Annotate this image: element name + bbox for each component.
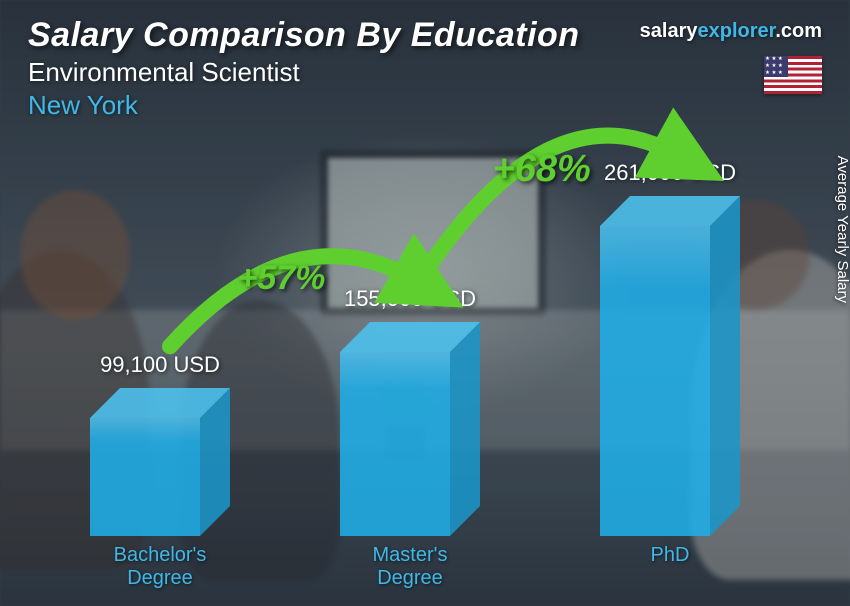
header: Salary Comparison By Education Environme… [28,16,580,121]
bar-value-label: 261,000 USD [570,160,770,186]
bar-category-label: PhD [570,544,770,567]
increase-percent-label: +57% [238,259,326,298]
y-axis-label: Average Yearly Salary [834,156,850,303]
job-title: Environmental Scientist [28,57,580,88]
brand-part: .com [775,20,822,42]
bar-category-label: Master's Degree [310,544,510,590]
bar-value-label: 99,100 USD [60,352,260,378]
brand-part: salary [640,20,698,42]
increase-percent-label: +68% [493,148,591,191]
location: New York [28,90,580,121]
page-title: Salary Comparison By Education [28,16,580,55]
bar-side [450,322,480,536]
bar-front [90,418,200,536]
bar-category-label: Bachelor's Degree [60,544,260,590]
brand-part: explorer [697,20,775,42]
brand-logo: salaryexplorer.com [640,20,822,43]
bar-value-label: 155,000 USD [310,286,510,312]
country-flag-us [764,56,822,94]
bar-front [600,226,710,536]
bar-side [710,196,740,536]
bar-front [340,352,450,536]
salary-bar-chart: 99,100 USDBachelor's Degree155,000 USDMa… [60,176,780,536]
